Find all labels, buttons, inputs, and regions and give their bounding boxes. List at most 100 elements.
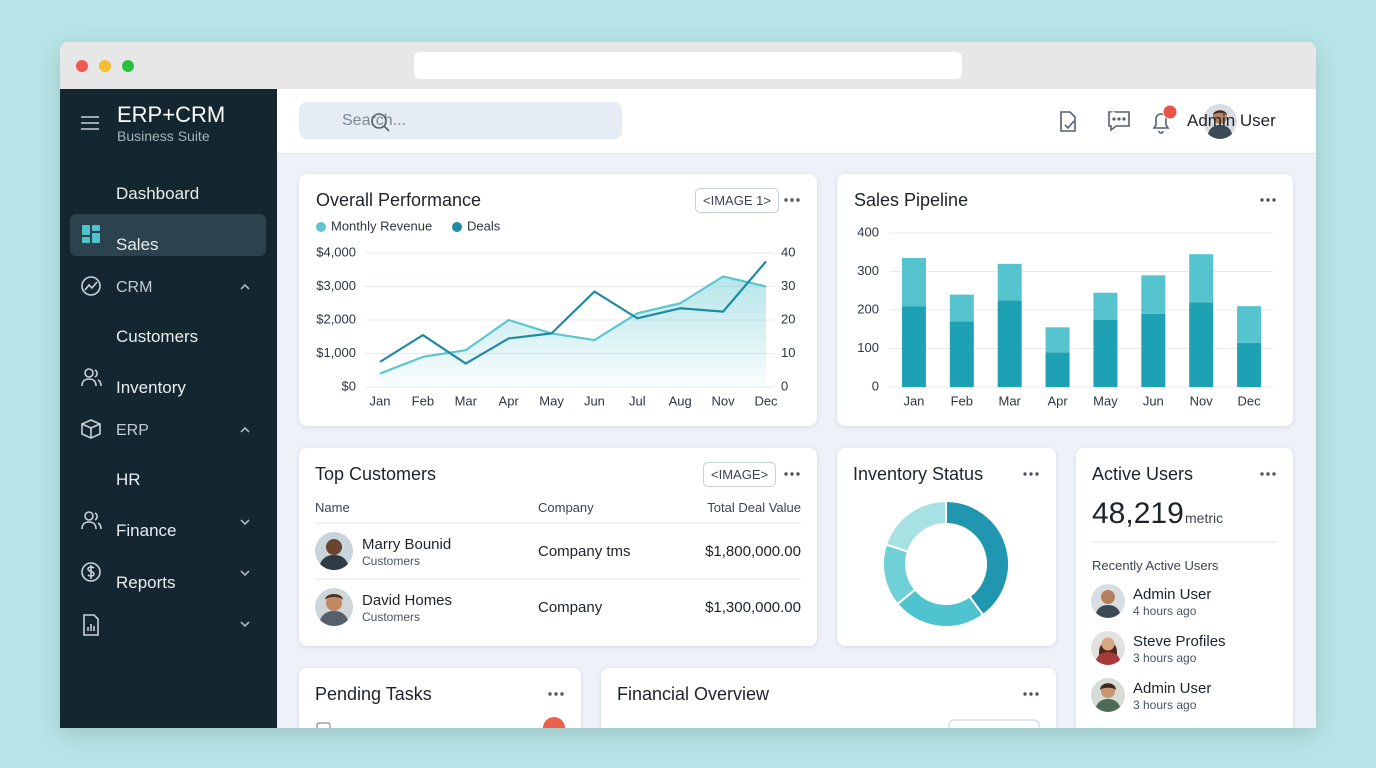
inventory-card: Inventory Status (837, 448, 1056, 646)
y-tick-label: 200 (857, 301, 879, 316)
y-tick-label: $3,000 (316, 278, 356, 293)
nav-subitem[interactable]: ERP (116, 422, 149, 439)
pipeline-card: Sales Pipeline 0 100 200 300 400 Jan Feb Mar Apr… (837, 174, 1293, 426)
more-menu[interactable] (548, 692, 564, 696)
y-tick-label: 400 (857, 224, 879, 239)
avatar (315, 588, 353, 627)
nav-item[interactable]: Reports (116, 573, 176, 592)
avatar (1091, 678, 1125, 712)
bar-segment (1237, 342, 1262, 387)
bar-segment (949, 294, 974, 322)
x-tick-label: Aug (669, 393, 692, 408)
finance-icon (81, 562, 101, 582)
x-tick-label: Nov (712, 393, 736, 408)
company: Company tms (538, 543, 631, 560)
search-box[interactable] (299, 102, 622, 139)
card-menus (548, 198, 1276, 696)
line (379, 275, 767, 375)
dashboard-icon (82, 225, 100, 243)
last-seen: 3 hours ago (1133, 698, 1197, 712)
x-tick-label: Feb (951, 393, 973, 408)
card-title: Overall Performance (316, 190, 482, 210)
column-header: Company (538, 500, 594, 515)
badge[interactable]: <IMAGE 1> (695, 188, 779, 213)
badge[interactable]: <IMAGE> (703, 462, 777, 487)
y-tick-label: 300 (857, 263, 879, 278)
donut-segment (884, 499, 947, 553)
hr-icon (81, 511, 102, 530)
bar-segment (997, 300, 1022, 387)
x-tick-label: May (1093, 393, 1118, 408)
topbar-icons (371, 104, 1237, 139)
card-title: Top Customers (315, 464, 437, 484)
tasks-icon[interactable] (1060, 111, 1076, 132)
y2-tick-label: 10 (781, 345, 795, 360)
card-title: Sales Pipeline (854, 190, 969, 210)
card-title: Inventory Status (853, 464, 984, 484)
reports-icon (83, 614, 99, 636)
more-menu[interactable] (784, 198, 800, 202)
y-tick-label: $2,000 (316, 311, 356, 326)
y-tick-label: $0 (342, 378, 356, 393)
active-nav-bg (70, 214, 266, 256)
user-name[interactable]: Admin User (1133, 586, 1212, 603)
menu-icon[interactable] (81, 116, 99, 130)
user-name[interactable]: Steve Profiles (1133, 633, 1226, 650)
checkbox[interactable] (316, 722, 331, 728)
x-tick-label: Mar (998, 393, 1021, 408)
bar-segment (1045, 352, 1070, 387)
deal-value: $1,800,000.00 (705, 543, 801, 560)
brand: ERP+CRM (117, 102, 226, 127)
more-menu[interactable] (1260, 198, 1276, 202)
minimize-button[interactable] (99, 60, 111, 72)
messages-icon[interactable] (1108, 111, 1130, 132)
pending-card: Pending Tasks (299, 668, 581, 728)
more-menu[interactable] (1023, 692, 1039, 696)
bar-segment (997, 263, 1022, 301)
nav-item[interactable]: Inventory (116, 378, 186, 397)
user-name[interactable]: Admin User (1187, 111, 1276, 130)
task-badge (543, 717, 565, 728)
x-tick-label: Jun (584, 393, 605, 408)
x-tick-label: Jun (1143, 393, 1164, 408)
bar-segment (901, 258, 926, 307)
y2-tick-label: 30 (781, 278, 795, 293)
x-tick-label: May (539, 393, 564, 408)
bar-segment (1093, 292, 1118, 320)
avatar (1091, 631, 1125, 665)
x-tick-label: Jan (370, 393, 391, 408)
nav-item[interactable]: HR (116, 470, 141, 489)
close-button[interactable] (76, 60, 88, 72)
line (379, 260, 767, 365)
badge[interactable] (948, 719, 1040, 728)
bell-icon[interactable] (1152, 113, 1170, 134)
bar-segment (1045, 327, 1070, 353)
more-menu[interactable] (784, 472, 800, 476)
customers-icon (81, 368, 102, 387)
user-count: 48,219 (1092, 497, 1184, 530)
customer-name[interactable]: Marry Bounid (362, 536, 452, 553)
more-menu[interactable] (1023, 472, 1039, 476)
x-tick-label: Apr (1047, 393, 1068, 408)
legend-swatch (316, 222, 326, 232)
customer-name[interactable]: David Homes (362, 592, 453, 609)
user-name[interactable]: Admin User (1133, 680, 1212, 697)
bar-segment (1237, 306, 1262, 343)
nav-subitem[interactable]: CRM (116, 279, 153, 296)
maximize-button[interactable] (122, 60, 134, 72)
financial-preview (948, 719, 1040, 728)
nav-item[interactable]: Finance (116, 521, 177, 540)
area (380, 276, 766, 387)
nav-item[interactable]: Sales (116, 235, 159, 254)
x-tick-label: Jul (629, 393, 646, 408)
more-menu[interactable] (1260, 472, 1276, 476)
user-avatar[interactable] (1203, 104, 1237, 139)
chevrons[interactable] (240, 283, 250, 628)
address-bar[interactable] (414, 52, 962, 79)
subtitle: Recently Active Users (1092, 558, 1219, 573)
nav-item[interactable]: Dashboard (116, 184, 200, 203)
x-tick-label: Feb (412, 393, 434, 408)
search-placeholder: Search... (342, 112, 407, 129)
nav-item[interactable]: Customers (116, 327, 199, 346)
